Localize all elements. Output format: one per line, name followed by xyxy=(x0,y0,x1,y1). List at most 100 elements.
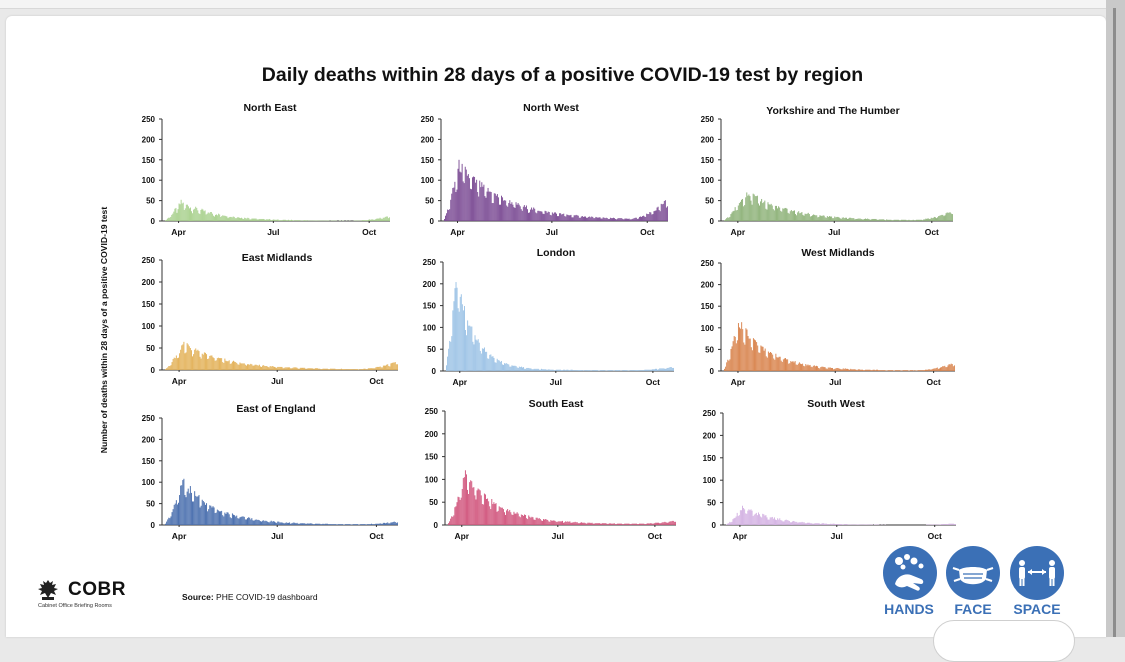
bar xyxy=(850,218,851,221)
bar xyxy=(476,340,477,371)
bar xyxy=(455,288,456,371)
bar xyxy=(631,524,632,525)
y-tick-label: 0 xyxy=(434,521,439,530)
bar xyxy=(755,340,756,371)
bar xyxy=(292,523,293,525)
bar xyxy=(174,505,175,525)
bar xyxy=(744,205,745,221)
bar xyxy=(451,516,452,525)
bar xyxy=(601,219,602,221)
bar xyxy=(923,370,924,371)
bar xyxy=(607,218,608,221)
bar xyxy=(470,327,471,371)
bar xyxy=(755,196,756,221)
bar xyxy=(605,218,606,221)
bar xyxy=(844,369,845,371)
bar xyxy=(752,205,753,221)
bar xyxy=(348,524,349,525)
bar xyxy=(582,370,583,371)
bar xyxy=(594,218,595,221)
bar xyxy=(263,520,264,525)
bar xyxy=(775,354,776,371)
bar xyxy=(938,216,939,221)
bar xyxy=(588,523,589,525)
bar xyxy=(193,210,194,221)
bar xyxy=(765,209,766,221)
bar xyxy=(952,364,953,371)
bar xyxy=(231,363,232,370)
bar xyxy=(831,368,832,371)
bar xyxy=(819,215,820,221)
bar xyxy=(251,518,252,525)
bar xyxy=(513,512,514,525)
bar xyxy=(904,370,905,371)
bar xyxy=(921,370,922,371)
bar xyxy=(861,219,862,221)
scroll-hint[interactable] xyxy=(933,620,1075,662)
bar xyxy=(654,523,655,525)
bar xyxy=(791,210,792,221)
bar xyxy=(780,211,781,221)
bar xyxy=(539,370,540,371)
bar xyxy=(565,370,566,371)
bar xyxy=(479,181,480,221)
bar xyxy=(641,217,642,221)
bar xyxy=(626,524,627,525)
bar xyxy=(748,194,749,221)
bar xyxy=(262,521,263,525)
bar xyxy=(371,368,372,370)
y-tick-label: 0 xyxy=(151,521,156,530)
bar xyxy=(285,367,286,370)
bar xyxy=(313,369,314,370)
bar xyxy=(662,368,663,371)
bar xyxy=(472,177,473,221)
bar xyxy=(756,342,757,371)
bar xyxy=(911,370,912,371)
bar xyxy=(589,523,590,525)
bar xyxy=(189,346,190,370)
bar xyxy=(229,217,230,221)
face-mask-icon xyxy=(946,546,1000,600)
bar xyxy=(895,220,896,221)
bar xyxy=(816,366,817,371)
bar xyxy=(559,370,560,371)
bar xyxy=(526,206,527,222)
bar xyxy=(947,524,948,525)
bar xyxy=(866,370,867,371)
x-tick-label: Oct xyxy=(369,376,383,386)
bar xyxy=(936,218,937,221)
bar xyxy=(736,343,737,371)
bar xyxy=(860,370,861,371)
bar xyxy=(760,201,761,221)
bar xyxy=(469,326,470,371)
bar xyxy=(728,361,729,371)
bar xyxy=(612,218,613,221)
bar xyxy=(940,368,941,371)
bar xyxy=(736,210,737,221)
bar xyxy=(365,524,366,525)
bar xyxy=(939,368,940,371)
bar xyxy=(509,510,510,525)
bar xyxy=(507,509,508,525)
bar xyxy=(936,368,937,371)
bar xyxy=(217,358,218,370)
bar xyxy=(239,363,240,370)
bar xyxy=(584,217,585,221)
bar xyxy=(843,217,844,221)
bar xyxy=(375,219,376,221)
bar xyxy=(514,207,515,221)
bar xyxy=(487,358,488,371)
bar xyxy=(236,363,237,370)
bar xyxy=(230,517,231,525)
bar xyxy=(241,517,242,525)
bar xyxy=(334,524,335,525)
bar xyxy=(187,343,188,370)
bar xyxy=(732,346,733,371)
y-tick-label: 250 xyxy=(142,115,156,124)
bar xyxy=(829,216,830,221)
bar xyxy=(284,368,285,370)
bar xyxy=(600,524,601,525)
bar xyxy=(174,209,175,221)
y-tick-label: 250 xyxy=(703,409,717,418)
